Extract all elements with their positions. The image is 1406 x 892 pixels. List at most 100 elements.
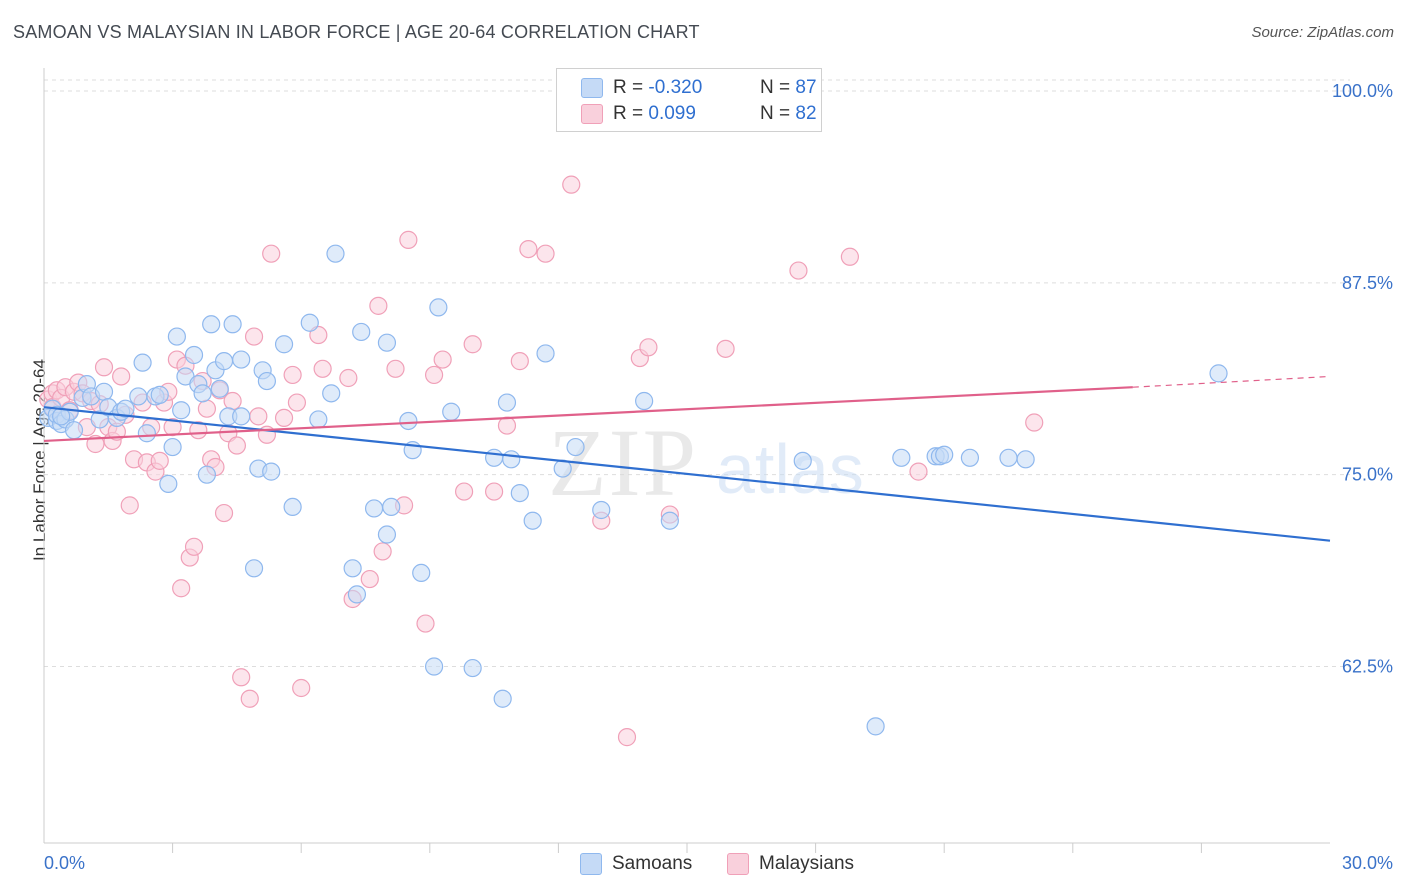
- malaysian-point: [150, 451, 169, 470]
- malaysian-point: [86, 434, 105, 454]
- legend-box: R = -0.320 N = 87 R = 0.099 N = 82: [556, 68, 822, 132]
- samoan-point: [485, 448, 504, 467]
- samoan-point: [866, 717, 885, 736]
- samoan-point: [197, 465, 216, 484]
- legend-swatch-malaysians: [581, 104, 603, 124]
- malaysian-point: [197, 399, 216, 418]
- malaysian-point: [399, 230, 418, 249]
- axes: [43, 68, 1330, 853]
- malaysian-point: [433, 350, 452, 369]
- malaysian-point: [617, 728, 637, 747]
- bottom-legend-malaysians: Malaysians: [727, 852, 854, 876]
- samoan-point: [202, 315, 221, 334]
- malaysian-point: [369, 296, 388, 315]
- malaysian-point: [454, 482, 474, 501]
- samoan-point: [116, 399, 135, 418]
- malaysian-point: [112, 367, 131, 386]
- samoan-point: [223, 315, 242, 334]
- malaysian-point: [94, 358, 114, 377]
- malaysian-point: [497, 416, 517, 435]
- malaysian-point: [232, 668, 251, 687]
- samoan-point: [283, 497, 302, 517]
- malaysian-point: [313, 359, 332, 378]
- samoan-point: [214, 352, 234, 371]
- malaysian-point: [536, 244, 555, 263]
- samoan-point: [274, 335, 294, 354]
- samoan-point: [999, 448, 1018, 467]
- watermark-atlas: atlas: [716, 430, 864, 508]
- samoan-point: [133, 353, 152, 372]
- samoan-point: [326, 244, 345, 263]
- samoan-point: [429, 298, 448, 317]
- malaysian-point: [510, 352, 529, 371]
- samoan-point: [523, 511, 542, 530]
- samoan-point: [935, 445, 954, 464]
- x-tick-label-min: 0.0%: [44, 853, 85, 873]
- samoan-point: [497, 393, 517, 412]
- malaysian-point: [360, 569, 379, 589]
- samoan-point: [502, 450, 521, 469]
- samoan-point: [172, 401, 191, 420]
- samoan-point: [347, 585, 367, 604]
- malaysian-point: [240, 689, 259, 708]
- trend-lines: [43, 375, 1331, 542]
- malaysian-point: [120, 496, 139, 515]
- malaysian-point: [227, 436, 246, 455]
- malaysian-point: [287, 393, 307, 412]
- y-tick-label: 100.0%: [1332, 81, 1393, 101]
- bottom-legend-label-malaysians: Malaysians: [759, 853, 855, 874]
- samoan-point: [377, 525, 397, 544]
- malaysians-points: [39, 175, 1044, 747]
- bottom-legend-swatch-malaysians: [727, 853, 749, 875]
- samoan-point: [399, 411, 418, 431]
- bottom-legend-label-samoans: Samoans: [612, 853, 693, 874]
- malaysian-point: [562, 175, 581, 194]
- malaysian-point: [639, 338, 658, 357]
- malaysian-point: [283, 365, 302, 385]
- samoan-point: [257, 371, 277, 391]
- samoan-point: [159, 474, 178, 493]
- bottom-legend-samoans: Samoans: [580, 852, 692, 876]
- samoan-point: [463, 658, 482, 678]
- samoan-point: [660, 511, 679, 530]
- malaysian-point: [339, 368, 358, 388]
- samoan-point: [163, 437, 182, 457]
- samoan-point: [232, 350, 251, 369]
- legend-n-malaysians: N = 82: [760, 103, 817, 124]
- samoan-point: [1016, 450, 1035, 469]
- samoan-point: [64, 421, 84, 440]
- samoan-point: [635, 391, 654, 411]
- tick-labels: 62.5% 75.0% 87.5% 100.0% 0.0% 30.0%: [44, 81, 1393, 873]
- source-label: Source: ZipAtlas.com: [1251, 24, 1394, 41]
- samoan-point: [352, 322, 371, 342]
- samoan-point: [232, 407, 251, 426]
- malaysian-point: [716, 339, 735, 358]
- bottom-legend-swatch-samoans: [580, 853, 602, 875]
- samoan-point: [793, 451, 812, 470]
- gridlines: [44, 79, 1350, 668]
- y-tick-label: 75.0%: [1342, 465, 1393, 485]
- samoan-point: [322, 384, 341, 403]
- samoan-point: [150, 385, 169, 404]
- malaysian-point: [840, 247, 859, 266]
- malaysians-trend-extension: [1132, 375, 1331, 388]
- samoan-point: [442, 402, 461, 421]
- malaysian-point: [274, 408, 294, 428]
- samoan-point: [244, 559, 264, 578]
- samoan-point: [566, 437, 585, 457]
- malaysian-point: [416, 614, 435, 633]
- malaysian-point: [292, 678, 311, 698]
- malaysian-point: [244, 327, 264, 346]
- samoan-point: [1209, 364, 1228, 383]
- samoan-point: [94, 382, 114, 401]
- samoan-point: [510, 483, 529, 503]
- legend-r-samoans: R = -0.320: [613, 77, 703, 98]
- samoans-points: [39, 244, 1228, 736]
- x-tick-label-max: 30.0%: [1342, 853, 1393, 873]
- malaysian-point: [909, 462, 928, 481]
- malaysian-point: [373, 542, 392, 561]
- samoan-point: [412, 563, 431, 583]
- malaysian-point: [463, 335, 482, 354]
- samoan-point: [184, 345, 204, 365]
- samoan-point: [167, 327, 186, 346]
